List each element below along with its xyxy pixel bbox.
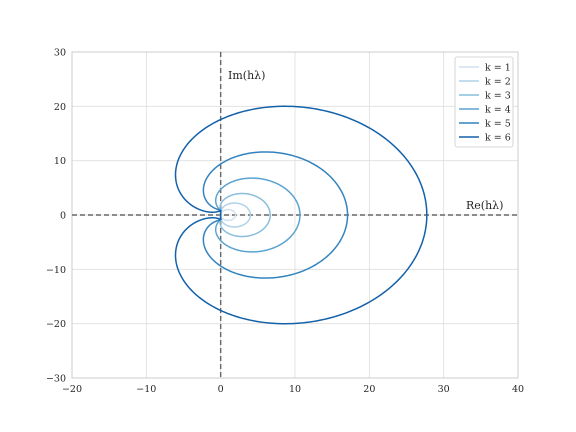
y-tick-label: 0 bbox=[60, 211, 66, 222]
y-tick-label: 30 bbox=[54, 48, 66, 59]
legend-label-k6: k = 6 bbox=[485, 133, 511, 144]
x-tick-label: 40 bbox=[512, 384, 524, 395]
y-tick-label: −30 bbox=[46, 374, 66, 385]
y-tick-label: −10 bbox=[46, 265, 66, 276]
legend-label-k2: k = 2 bbox=[485, 77, 511, 88]
x-tick-label: 20 bbox=[363, 384, 375, 395]
curves bbox=[174, 105, 428, 325]
legend-label-k3: k = 3 bbox=[485, 91, 511, 102]
plot-area bbox=[71, 51, 519, 379]
x-tick-label: 30 bbox=[438, 384, 450, 395]
real-axis-label: Re(hλ) bbox=[466, 199, 503, 212]
x-tick-label: −10 bbox=[136, 384, 156, 395]
imaginary-axis-label: Im(hλ) bbox=[228, 69, 265, 82]
legend-label-k5: k = 5 bbox=[485, 119, 511, 130]
legend: k = 1 k = 2 k = 3 k = 4 k = 5 k = 6 bbox=[454, 56, 514, 148]
curve-k2 bbox=[219, 202, 252, 228]
legend-label-k1: k = 1 bbox=[485, 63, 511, 74]
curve-k1 bbox=[219, 208, 237, 222]
legend-label-k4: k = 4 bbox=[485, 105, 511, 116]
y-tick-label: 10 bbox=[54, 156, 66, 167]
x-tick-label: 10 bbox=[289, 384, 301, 395]
y-tick-label: 20 bbox=[54, 102, 66, 113]
curve-k6 bbox=[174, 105, 428, 325]
x-tick-label: 0 bbox=[218, 384, 224, 395]
legend-box bbox=[454, 56, 514, 148]
curve-k3 bbox=[219, 192, 271, 238]
y-tick-label: −20 bbox=[46, 319, 66, 330]
x-tick-label: −20 bbox=[62, 384, 82, 395]
